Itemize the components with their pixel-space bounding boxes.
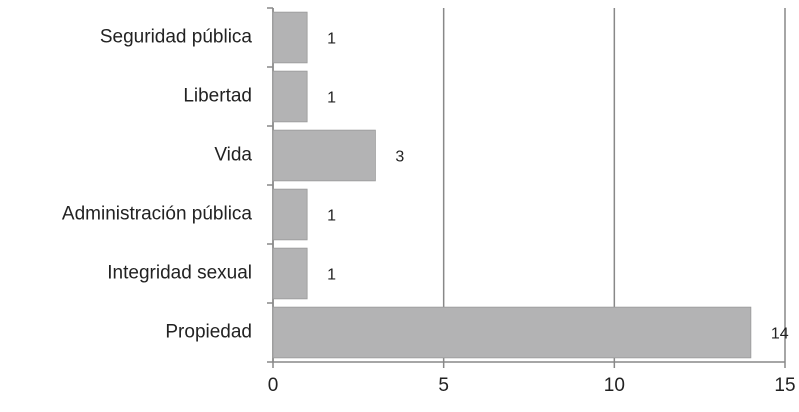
x-tick-label: 10 [604,375,625,396]
bar [272,247,308,300]
bar [272,11,308,64]
data-label: 1 [327,208,336,225]
y-tick-label: Propiedad [165,322,252,343]
bar [272,70,308,123]
data-label: 3 [395,149,404,166]
data-label: 1 [327,31,336,48]
data-label: 1 [327,267,336,284]
data-label: 14 [771,326,789,343]
x-tick-label: 15 [774,375,795,396]
y-tick-label: Integridad sexual [107,263,252,284]
y-tick-label: Seguridad pública [100,27,253,48]
bar [272,306,752,359]
bar [272,188,308,241]
bar [272,129,376,182]
x-tick-label: 5 [438,375,449,396]
data-label: 1 [327,90,336,107]
y-tick-label: Administración pública [62,204,253,225]
y-tick-label: Libertad [183,86,252,107]
y-tick-label: Vida [214,145,252,166]
x-tick-label: 0 [268,375,279,396]
